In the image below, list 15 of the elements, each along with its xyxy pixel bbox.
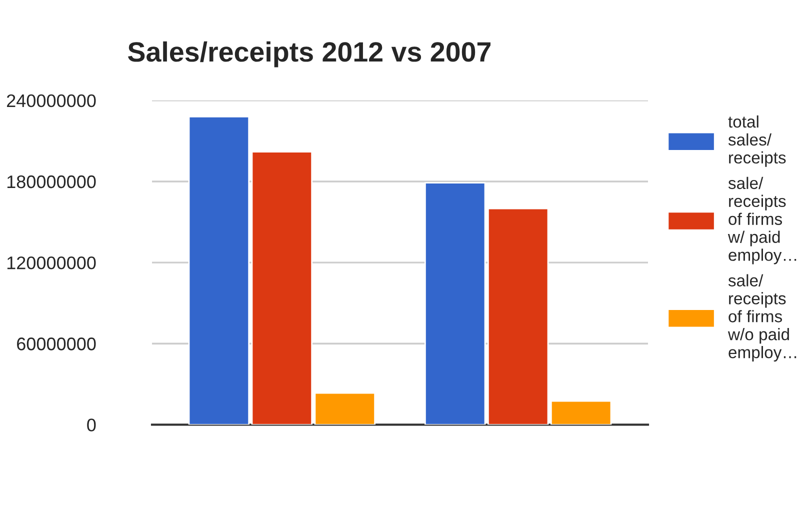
y-tick-label: 180000000 bbox=[7, 175, 96, 188]
legend-label: sale/ receipts of firms w/ paid employ… bbox=[728, 176, 796, 264]
bar bbox=[550, 400, 612, 425]
bar bbox=[314, 392, 376, 425]
legend-label: total sales/ receipts bbox=[728, 115, 786, 167]
bar bbox=[487, 208, 549, 425]
bar bbox=[251, 151, 313, 425]
bar bbox=[424, 182, 486, 425]
bar bbox=[188, 116, 250, 425]
chart-title: Sales/receipts 2012 vs 2007 bbox=[128, 41, 490, 68]
legend-label: sale/ receipts of firms w/o paid employ… bbox=[728, 274, 796, 362]
y-tick-label: 60000000 bbox=[17, 338, 96, 350]
y-tick-label: 0 bbox=[87, 418, 96, 432]
y-tick-label: 240000000 bbox=[6, 94, 96, 108]
y-tick-label: 120000000 bbox=[7, 256, 96, 270]
